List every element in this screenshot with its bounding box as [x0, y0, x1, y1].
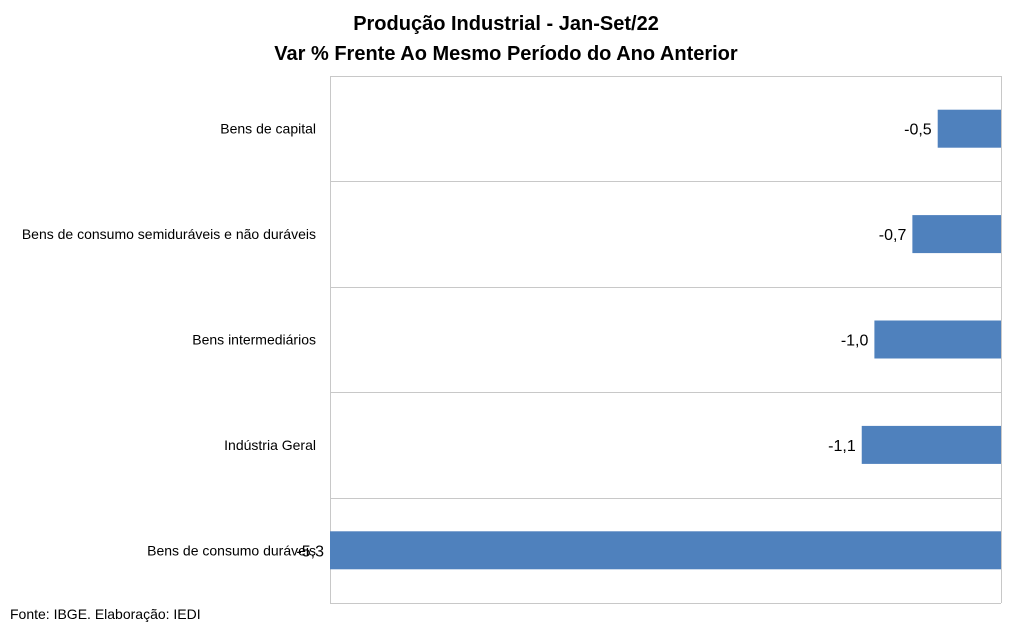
- bar: [861, 425, 1001, 464]
- category-label: Bens de consumo duráveis: [147, 542, 316, 558]
- data-label: -0,7: [879, 227, 907, 244]
- category-label: Indústria Geral: [224, 437, 316, 453]
- category-label: Bens intermediários: [192, 332, 316, 348]
- bar: [874, 320, 1001, 359]
- category-label: Bens de capital: [220, 121, 316, 137]
- data-label: -0,5: [904, 122, 932, 139]
- bar: [912, 215, 1001, 254]
- bar: [330, 531, 1001, 570]
- category-label: Bens de consumo semiduráveis e não duráv…: [22, 226, 316, 242]
- chart-title: Produção Industrial - Jan-Set/22: [353, 13, 659, 35]
- data-label: -1,0: [841, 333, 869, 350]
- bar: [937, 109, 1001, 148]
- data-label: -1,1: [828, 438, 856, 455]
- data-label: -5,3: [296, 543, 324, 560]
- source-note: Fonte: IBGE. Elaboração: IEDI: [10, 606, 201, 622]
- chart-subtitle: Var % Frente Ao Mesmo Período do Ano Ant…: [274, 43, 738, 65]
